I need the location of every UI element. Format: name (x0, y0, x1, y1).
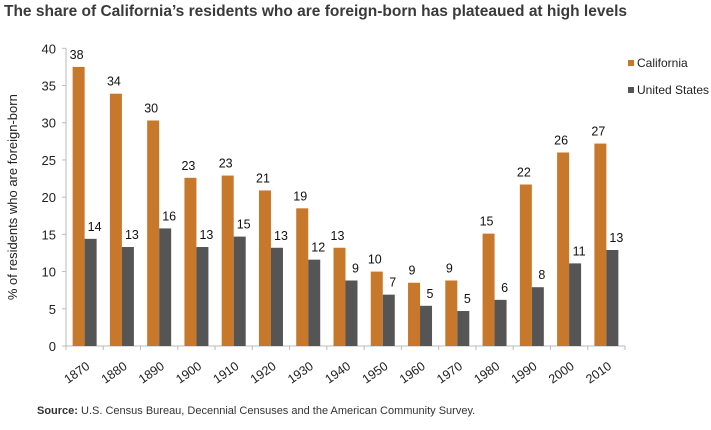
bar-united-states (382, 294, 395, 346)
x-tick-label: 1990 (509, 359, 540, 386)
y-tick-label: 5 (49, 302, 56, 317)
bar-california (184, 177, 197, 346)
data-label: 34 (107, 75, 121, 89)
bar-california (333, 247, 346, 346)
bar-united-states (606, 249, 619, 346)
bar-california (445, 280, 458, 346)
x-tick-label: 1880 (99, 359, 130, 386)
y-tick-label: 30 (42, 116, 56, 131)
bar-united-states (159, 228, 172, 346)
bar-california (258, 190, 271, 346)
bar-united-states (308, 259, 321, 346)
x-tick-label: 1930 (285, 359, 316, 386)
data-label: 13 (331, 229, 345, 243)
bar-california (557, 152, 570, 346)
y-tick-label: 35 (42, 79, 56, 94)
data-label: 6 (501, 281, 508, 295)
data-label: 11 (573, 244, 586, 258)
legend-swatch (628, 87, 634, 93)
x-tick-label: 1890 (136, 359, 167, 386)
y-tick-label: 20 (42, 190, 56, 205)
x-tick-label: 1980 (471, 359, 502, 386)
bar-california (147, 120, 160, 346)
data-label: 23 (181, 159, 195, 173)
bar-united-states (345, 280, 358, 346)
bar-california (594, 143, 607, 346)
data-label: 10 (368, 253, 382, 267)
bar-california (221, 175, 234, 346)
source-label: Source: (37, 405, 78, 417)
data-label: 15 (237, 218, 251, 232)
data-label: 14 (88, 220, 102, 234)
bar-california (109, 93, 122, 346)
data-label: 23 (219, 157, 233, 171)
legend-label: United States (637, 83, 709, 97)
bar-california (482, 233, 495, 346)
bar-united-states (420, 305, 433, 346)
bar-united-states (121, 247, 134, 346)
data-label: 13 (199, 228, 213, 242)
bar-california (72, 66, 85, 346)
data-label: 13 (609, 231, 623, 245)
data-label: 9 (352, 262, 359, 276)
data-label: 26 (554, 133, 568, 147)
x-tick-label: 1900 (173, 359, 204, 386)
data-label: 5 (427, 287, 434, 301)
chart-title: The share of California’s residents who … (4, 3, 628, 20)
bar-united-states (457, 311, 470, 346)
x-tick-label: 1870 (62, 359, 93, 386)
data-label: 19 (293, 189, 307, 203)
data-label: 9 (409, 264, 416, 278)
x-tick-label: 1960 (397, 359, 428, 386)
data-label: 30 (144, 101, 158, 115)
data-label: 9 (446, 262, 453, 276)
bar-united-states (196, 247, 209, 346)
y-tick-label: 40 (42, 41, 56, 56)
bar-california (519, 184, 532, 346)
data-label: 7 (389, 276, 396, 290)
x-tick-label: 1950 (360, 359, 391, 386)
y-tick-label: 10 (42, 265, 56, 280)
x-tick-label: 1940 (322, 359, 353, 386)
data-label: 21 (256, 171, 270, 185)
x-tick-label: 1920 (248, 359, 279, 386)
bar-united-states (569, 263, 582, 346)
data-label: 27 (591, 125, 605, 139)
bar-california (408, 282, 421, 346)
legend-swatch (628, 60, 634, 66)
source-note: Source: U.S. Census Bureau, Decennial Ce… (37, 405, 475, 417)
bar-united-states (494, 299, 507, 346)
data-label: 5 (464, 292, 471, 306)
bar-united-states (84, 238, 97, 346)
y-tick-label: 0 (49, 339, 56, 354)
legend-label: California (637, 56, 688, 70)
bar-united-states (270, 247, 283, 346)
data-label: 13 (274, 229, 288, 243)
data-label: 16 (162, 209, 176, 223)
bar-united-states (531, 287, 544, 346)
data-label: 13 (125, 228, 139, 242)
data-label: 15 (480, 215, 494, 229)
y-tick-label: 25 (42, 153, 56, 168)
data-label: 8 (538, 268, 545, 282)
x-tick-label: 1910 (211, 359, 242, 386)
x-tick-label: 2000 (546, 359, 577, 386)
data-label: 38 (70, 48, 84, 62)
data-label: 12 (311, 241, 325, 255)
x-tick-label: 1970 (434, 359, 465, 386)
source-text: U.S. Census Bureau, Decennial Censuses a… (81, 405, 476, 417)
bar-california (296, 208, 309, 346)
bar-california (370, 271, 383, 346)
data-label: 22 (517, 165, 531, 179)
y-tick-label: 15 (42, 227, 56, 242)
x-tick-label: 2010 (583, 359, 614, 386)
y-axis-title: % of residents who are foreign-born (5, 94, 20, 300)
bar-united-states (233, 236, 246, 346)
